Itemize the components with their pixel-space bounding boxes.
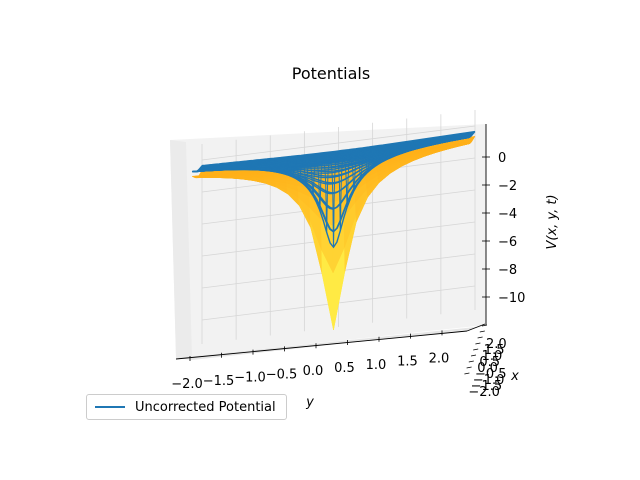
x-axis-label: y [305, 395, 314, 410]
wireframe-line [307, 153, 319, 196]
z-tick-label: −4 [498, 207, 517, 222]
depth-tick-label: −2.0 [468, 385, 500, 400]
wireframe-line [451, 133, 462, 141]
depth-tick-mark [475, 342, 481, 345]
depth-tick-mark [481, 324, 488, 327]
wireframe-line [369, 145, 380, 168]
wireframe-line [294, 154, 305, 182]
wireframe-line [382, 143, 394, 160]
depth-tick-label: 2.0 [486, 337, 507, 352]
wireframe-line [410, 139, 421, 150]
depth-tick-mark [479, 330, 485, 333]
x-tick-label: 2.0 [429, 351, 450, 366]
x-axis-line [175, 330, 468, 360]
wireframe-line [348, 148, 360, 191]
depth-tick-mark [466, 366, 472, 369]
wireframe-line [300, 154, 312, 188]
z-tick-label: −2 [498, 179, 517, 194]
x-axis-ticks: −2.0 −1.5 −1.0 −0.5 0.0 0.5 1.0 1.5 2.0 [171, 330, 449, 392]
legend: Uncorrected Potential [86, 394, 287, 420]
depth-tick-mark [477, 336, 483, 339]
z-tick-label: −6 [498, 235, 517, 250]
x-tick-label: 0.0 [303, 364, 324, 379]
wireframe-line [218, 162, 230, 171]
wireframe-surface [191, 130, 476, 249]
z-tick-label: −8 [498, 263, 517, 278]
wireframe-line [225, 161, 237, 171]
depth-axis-line [466, 323, 486, 332]
x-tick-label: 0.5 [334, 361, 355, 376]
chart-title: Potentials [292, 64, 370, 83]
x-tick-label: −1.0 [234, 371, 266, 386]
wireframe-line [205, 163, 217, 172]
grid-line-horizontal [201, 125, 476, 161]
wireframe-line [273, 156, 285, 174]
wireframe-line [314, 152, 326, 211]
surface-patch [452, 142, 467, 145]
wireframe-line [375, 144, 387, 164]
wireframe-line [362, 146, 374, 174]
wireframe-line [423, 137, 435, 147]
wireframe-line [321, 151, 333, 233]
wireframe-line [259, 158, 271, 171]
wireframe-line [253, 159, 264, 171]
x-tick-label: −0.5 [266, 367, 298, 382]
legend-label: Uncorrected Potential [135, 399, 276, 415]
depth-axis-label: x [510, 369, 519, 384]
axes-lines [175, 124, 487, 360]
wireframe-line [444, 134, 455, 142]
z-tick-label: −10 [498, 291, 525, 306]
depth-tick-mark [468, 360, 474, 363]
surface-patch [273, 174, 286, 178]
wireframe-line [232, 161, 244, 170]
depth-tick-label: 0.0 [477, 361, 498, 376]
wireframe-line [465, 131, 476, 139]
depth-tick-label: −0.5 [475, 367, 507, 382]
z-axis-ticks: 0 −2 −4 −6 −8 −10 [482, 151, 525, 306]
wireframe-line [355, 147, 367, 182]
wireframe-line [437, 135, 449, 144]
x-tick-label: 1.0 [366, 358, 387, 373]
wireframe-line [430, 136, 442, 145]
x-tick-label: −2.0 [171, 377, 203, 392]
side-pane [170, 140, 192, 358]
z-tick-label: 0 [498, 151, 506, 166]
wireframe-line [192, 165, 203, 173]
wireframe-line [287, 155, 299, 178]
depth-tick-mark [464, 372, 470, 375]
x-tick-label: −1.5 [203, 374, 235, 389]
depth-tick-label: −1.0 [473, 373, 505, 388]
wireframe-line [335, 149, 346, 231]
depth-axis-ticks: 2.01.51.00.50.0−0.5−1.0−1.5−2.0 [464, 324, 507, 400]
depth-tick-mark [470, 354, 477, 357]
wireframe-line [328, 150, 339, 248]
wireframe-line [212, 163, 223, 171]
wireframe-line [198, 164, 210, 172]
wireframe-line [341, 149, 353, 208]
depth-tick-label: 1.0 [482, 349, 503, 364]
wireframe-line [389, 142, 401, 157]
z-axis-label: V(x, y, t) [545, 194, 560, 249]
wireframe-line [396, 141, 408, 154]
legend-line-swatch [95, 406, 125, 408]
wireframe-line [280, 156, 292, 176]
wireframe-line [416, 138, 428, 148]
wireframe-line [246, 159, 258, 170]
depth-tick-label: 0.5 [479, 355, 500, 370]
x-tick-label: 1.5 [397, 355, 418, 370]
depth-tick-label: −1.5 [471, 379, 503, 394]
wireframe-line [403, 140, 415, 152]
wireframe-line [239, 160, 251, 170]
depth-tick-label: 1.5 [484, 343, 505, 358]
wireframe-line [458, 132, 469, 140]
wireframe-line [266, 157, 278, 172]
depth-tick-mark [473, 348, 479, 351]
